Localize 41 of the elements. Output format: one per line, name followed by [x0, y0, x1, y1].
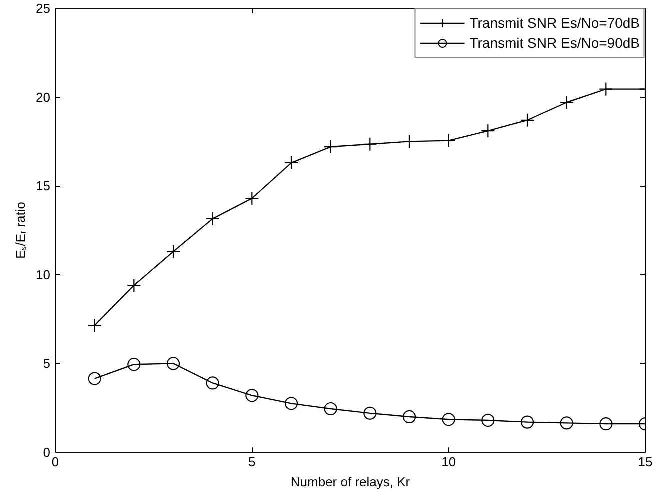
- y-tick-label: 15: [36, 178, 51, 194]
- legend-label: Transmit SNR Es/No=90dB: [470, 35, 640, 51]
- legend-label: Transmit SNR Es/No=70dB: [470, 15, 640, 31]
- point: [324, 402, 338, 416]
- point: [88, 318, 102, 333]
- point: [324, 140, 338, 154]
- x-axis-title: Number of relays, Kr: [290, 474, 411, 490]
- point: [560, 416, 574, 430]
- point: [402, 134, 417, 149]
- point: [364, 406, 377, 420]
- point: [482, 414, 495, 428]
- y-tick-label: 20: [36, 90, 51, 105]
- point: [520, 416, 534, 429]
- point: [88, 372, 102, 386]
- x-tick-label: 15: [638, 454, 653, 470]
- point: [442, 134, 456, 148]
- y-tick-label: 25: [36, 1, 51, 16]
- point: [402, 410, 416, 424]
- y-axis-title: Eₛ/Eᵣ ratio: [13, 202, 28, 259]
- point: [600, 418, 613, 431]
- point: [599, 82, 614, 96]
- x-tick-label: 10: [442, 454, 456, 470]
- point: [206, 212, 220, 226]
- point: [246, 389, 259, 402]
- x-tick-label: 5: [248, 454, 256, 470]
- point: [245, 191, 260, 206]
- point: [284, 156, 299, 170]
- point: [560, 96, 574, 110]
- point: [127, 278, 142, 293]
- y-tick-label: 10: [36, 267, 51, 282]
- point: [363, 137, 378, 152]
- y-tick-label: 0: [43, 445, 51, 460]
- y-tick-label: 5: [43, 356, 51, 372]
- point: [481, 124, 496, 138]
- point: [206, 376, 220, 390]
- point: [128, 358, 141, 372]
- point: [166, 357, 180, 370]
- point: [284, 397, 298, 410]
- point: [442, 413, 456, 426]
- point: [520, 113, 535, 128]
- point: [166, 244, 181, 259]
